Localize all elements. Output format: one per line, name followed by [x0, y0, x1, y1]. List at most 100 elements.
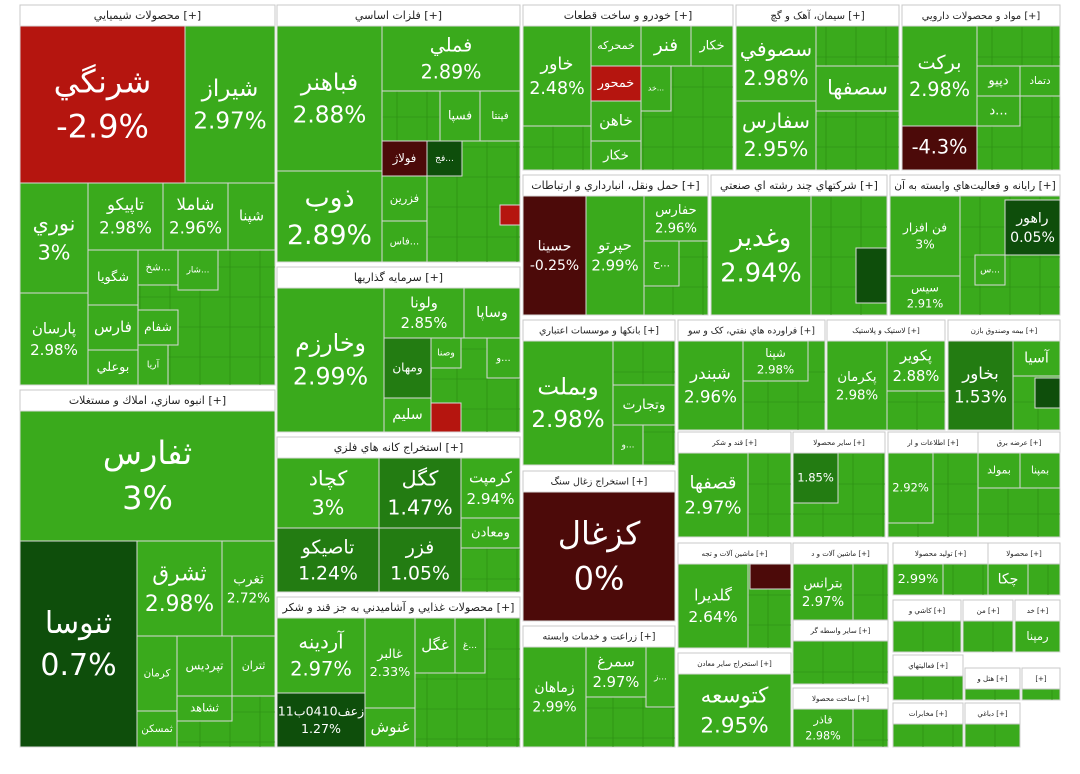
group-title[interactable]: اطلاعات و ار [+]: [906, 439, 959, 447]
stock-tile[interactable]: [227, 182, 276, 251]
stock-tile[interactable]: [231, 635, 276, 697]
group-title[interactable]: سيمان، آهک و گچ [+]: [770, 9, 864, 22]
stock-tile[interactable]: [276, 617, 366, 694]
stock-tile[interactable]: [742, 340, 809, 382]
stock-tile[interactable]: [522, 340, 614, 466]
stock-tile[interactable]: [454, 617, 486, 674]
group-title[interactable]: زراعت و خدمات وابسته [+]: [543, 632, 656, 643]
stock-tile[interactable]: [640, 25, 692, 67]
stock-tile[interactable]: [901, 25, 978, 127]
stock-tile[interactable]: [378, 527, 462, 593]
group-title[interactable]: فراورده هاي نفتي، کک و سو [+]: [687, 326, 815, 337]
group-title[interactable]: مواد و محصولات دارويي [+]: [922, 11, 1041, 22]
stock-tile[interactable]: [87, 304, 139, 351]
group-header[interactable]: [889, 174, 1061, 197]
group-title[interactable]: لاستيک و پلاستيک [+]: [852, 326, 920, 335]
stock-tile[interactable]: [815, 65, 900, 112]
stock-tile[interactable]: [735, 25, 817, 102]
stock-tile[interactable]: [643, 195, 709, 242]
stock-tile[interactable]: [460, 457, 521, 519]
group-title[interactable]: هتل و [+]: [976, 675, 1008, 683]
stock-tile[interactable]: [137, 249, 179, 286]
stock-tile[interactable]: [383, 397, 432, 433]
stock-tile[interactable]: [901, 125, 978, 171]
group-title[interactable]: ساير محصولا [+]: [813, 439, 865, 447]
stock-tile[interactable]: [976, 95, 1021, 127]
stock-tile[interactable]: [947, 340, 1014, 431]
group-title[interactable]: رايانه و فعاليت‌هاي وابسته به آن [+]: [894, 179, 1056, 192]
group-header[interactable]: [792, 431, 886, 454]
group-title[interactable]: خودرو و ساخت قطعات [+]: [564, 9, 693, 22]
stock-tile[interactable]: [792, 708, 854, 748]
stock-tile[interactable]: [381, 220, 428, 263]
stock-tile[interactable]: [221, 540, 276, 637]
stock-tile[interactable]: [1019, 65, 1061, 97]
group-title[interactable]: قند و شکر [+]: [711, 438, 757, 447]
group-title[interactable]: فعاليتهاي [+]: [908, 662, 948, 670]
group-header[interactable]: [1021, 667, 1061, 690]
group-header[interactable]: [892, 702, 964, 725]
stock-tile[interactable]: [590, 140, 642, 171]
stock-tile[interactable]: [640, 65, 672, 112]
stock-tile[interactable]: [690, 25, 734, 67]
stock-tile[interactable]: [430, 337, 462, 369]
group-title[interactable]: من [+]: [977, 607, 1000, 615]
stock-tile[interactable]: [87, 182, 164, 251]
stock-tile[interactable]: [710, 195, 812, 316]
stock-tile[interactable]: [136, 540, 223, 637]
stock-tile[interactable]: [887, 452, 934, 524]
stock-tile[interactable]: [976, 65, 1021, 97]
stock-tile[interactable]: [381, 140, 428, 177]
stock-tile[interactable]: [612, 384, 676, 426]
group-title[interactable]: بيمه وصندوق بازن [+]: [971, 327, 1038, 335]
group-header[interactable]: [964, 667, 1021, 690]
group-title[interactable]: دباغي [+]: [977, 710, 1008, 718]
stock-tile[interactable]: [19, 540, 138, 748]
group-title[interactable]: خد [+]: [1027, 607, 1049, 615]
stock-tile[interactable]: [892, 563, 944, 596]
group-title[interactable]: فلزات اساسي [+]: [355, 9, 442, 22]
stock-tile[interactable]: [590, 100, 642, 142]
stock-tile[interactable]: [677, 673, 792, 748]
group-title[interactable]: استخراج ساير معادن [+]: [697, 659, 772, 668]
group-title[interactable]: شرکتهاي چند رشته اي صنعتي [+]: [720, 179, 878, 192]
stock-tile[interactable]: [136, 710, 178, 748]
stock-tile[interactable]: [414, 617, 456, 674]
stock-tile[interactable]: [612, 424, 644, 466]
group-title[interactable]: انبوه سازي، املاك و مستغلات [+]: [69, 394, 226, 407]
stock-tile[interactable]: [585, 646, 647, 698]
stock-tile[interactable]: [177, 249, 219, 291]
stock-tile[interactable]: [1014, 620, 1061, 653]
stock-tile[interactable]: [381, 25, 521, 92]
stock-tile[interactable]: [87, 249, 139, 306]
stock-tile[interactable]: [677, 452, 749, 538]
stock-tile[interactable]: [677, 563, 749, 649]
group-title[interactable]: سرمايه گذاريها [+]: [354, 271, 443, 284]
stock-tile[interactable]: [1019, 452, 1061, 489]
group-header[interactable]: [892, 654, 964, 677]
group-title[interactable]: محصولات شيميايي [+]: [94, 9, 201, 22]
group-header[interactable]: [892, 599, 962, 622]
stock-tile[interactable]: [1004, 199, 1061, 256]
stock-tile[interactable]: [276, 692, 366, 748]
stock-tile[interactable]: [383, 287, 465, 339]
group-title[interactable]: عرضه برق [+]: [997, 439, 1042, 447]
stock-tile[interactable]: [19, 25, 186, 184]
group-title[interactable]: بانکها و موسسات اعتباري [+]: [539, 326, 659, 337]
group-header[interactable]: [792, 619, 889, 642]
group-title[interactable]: کاشي و [+]: [908, 607, 946, 615]
stock-tile[interactable]: [585, 195, 645, 316]
stock-tile[interactable]: [974, 254, 1006, 286]
group-header[interactable]: [901, 4, 1061, 27]
stock-tile[interactable]: [276, 25, 383, 172]
stock-tile[interactable]: [364, 617, 416, 709]
group-title[interactable]: حمل ونقل، انبارداري و ارتباطات [+]: [531, 179, 699, 192]
stock-tile[interactable]: [792, 563, 854, 621]
stock-tile[interactable]: [184, 25, 276, 184]
stock-tile[interactable]: [176, 695, 233, 722]
group-title[interactable]: استخراج زغال سنگ [+]: [551, 476, 648, 488]
group-title[interactable]: محصولا [+]: [1006, 550, 1042, 558]
stock-tile[interactable]: [364, 707, 416, 748]
group-title[interactable]: [+]: [1035, 675, 1047, 683]
stock-tile[interactable]: [889, 275, 961, 316]
